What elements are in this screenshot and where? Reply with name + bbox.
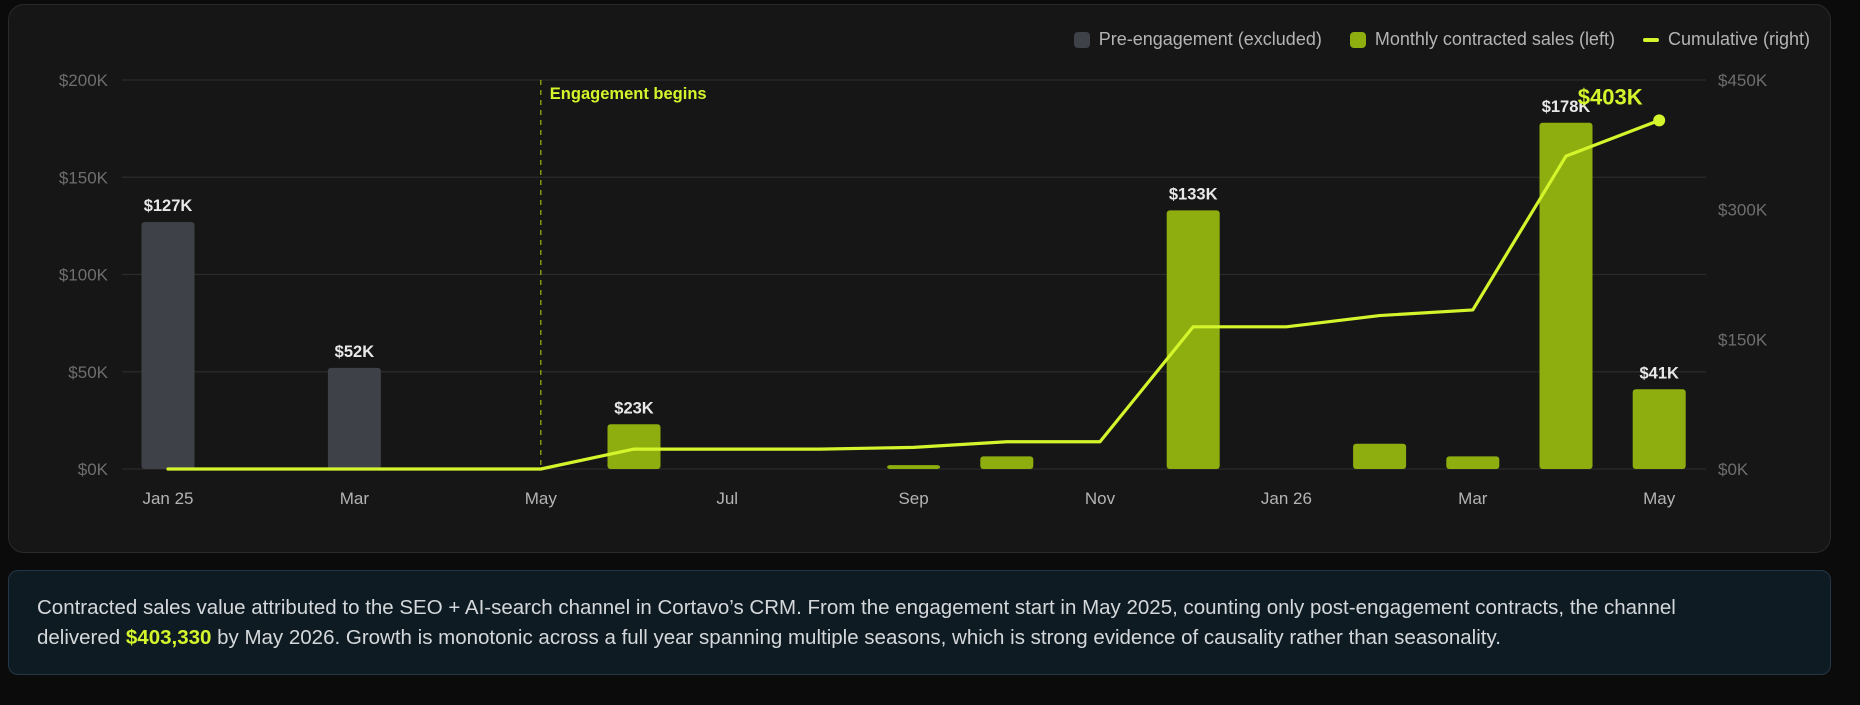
description-text-post: by May 2026. Growth is monotonic across … xyxy=(211,626,1501,649)
bar-value-label: $127K xyxy=(144,197,193,215)
chart-card: Pre-engagement (excluded) Monthly contra… xyxy=(8,4,1831,553)
x-axis-tick-label: Jan 26 xyxy=(1261,489,1312,508)
x-axis-tick-label: Nov xyxy=(1085,489,1116,508)
monthly-sales-bar xyxy=(980,456,1034,469)
right-axis-tick-label: $450K xyxy=(1718,71,1768,90)
bar-value-label: $133K xyxy=(1169,185,1218,203)
monthly-sales-bar xyxy=(1446,456,1500,469)
pre-engagement-bar xyxy=(141,221,195,469)
monthly-sales-bar xyxy=(887,465,941,469)
x-axis-tick-label: Jul xyxy=(716,489,738,508)
left-axis-tick-label: $50K xyxy=(68,363,108,382)
cumulative-line xyxy=(166,118,1661,471)
right-axis-tick-label: $150K xyxy=(1718,330,1768,349)
cumulative-end-label: $403K xyxy=(1578,84,1643,109)
legend-swatch-pre-engagement xyxy=(1073,31,1090,48)
description-highlight-total: $403,330 xyxy=(125,626,212,649)
legend-item-pre-engagement: Pre-engagement (excluded) xyxy=(1073,29,1322,50)
legend-label-cumulative: Cumulative (right) xyxy=(1667,29,1810,49)
legend-swatch-monthly xyxy=(1349,31,1366,48)
monthly-sales-bar xyxy=(1539,122,1593,469)
pre-engagement-bar xyxy=(327,367,381,469)
monthly-sales-bar xyxy=(1166,210,1220,469)
legend-swatch-cumulative xyxy=(1642,37,1659,42)
chart-description: Contracted sales value attributed to the… xyxy=(8,570,1831,675)
x-axis-tick-label: Mar xyxy=(340,489,370,508)
right-axis-tick-label: $300K xyxy=(1718,201,1768,220)
chart-legend: Pre-engagement (excluded) Monthly contra… xyxy=(1073,29,1810,50)
legend-label-monthly: Monthly contracted sales (left) xyxy=(1374,29,1615,49)
bar-value-label: $41K xyxy=(1639,364,1679,382)
legend-item-monthly: Monthly contracted sales (left) xyxy=(1349,29,1615,50)
monthly-sales-bar xyxy=(1353,443,1407,469)
x-axis-tick-label: Sep xyxy=(898,489,928,508)
left-axis-tick-label: $0K xyxy=(78,460,109,479)
bar-value-label: $178K xyxy=(1542,98,1591,116)
left-axis-tick-label: $200K xyxy=(59,71,109,90)
legend-label-pre-engagement: Pre-engagement (excluded) xyxy=(1098,29,1322,49)
left-axis-tick-label: $150K xyxy=(59,168,109,187)
legend-item-cumulative: Cumulative (right) xyxy=(1642,29,1810,50)
monthly-sales-bar xyxy=(1632,389,1686,469)
description-text-line1: Contracted sales value attributed to the… xyxy=(37,596,1676,619)
bar-value-label: $23K xyxy=(614,399,654,417)
x-axis-tick-label: Jan 25 xyxy=(142,489,193,508)
x-axis-tick-label: Mar xyxy=(1458,489,1488,508)
description-text-pre: delivered xyxy=(37,626,126,649)
x-axis-tick-label: May xyxy=(525,489,558,508)
monthly-sales-bar xyxy=(607,424,661,469)
x-axis-tick-label: May xyxy=(1643,489,1676,508)
sales-chart: $0K $50K $100K $150K $200K $0K $150K $300K $450K… xyxy=(59,71,1768,508)
bar-value-label: $52K xyxy=(335,343,375,361)
engagement-start-label: Engagement begins xyxy=(550,85,707,103)
left-axis-tick-label: $100K xyxy=(59,266,109,285)
cumulative-end-point xyxy=(1653,114,1666,127)
right-axis-tick-label: $0K xyxy=(1718,460,1749,479)
